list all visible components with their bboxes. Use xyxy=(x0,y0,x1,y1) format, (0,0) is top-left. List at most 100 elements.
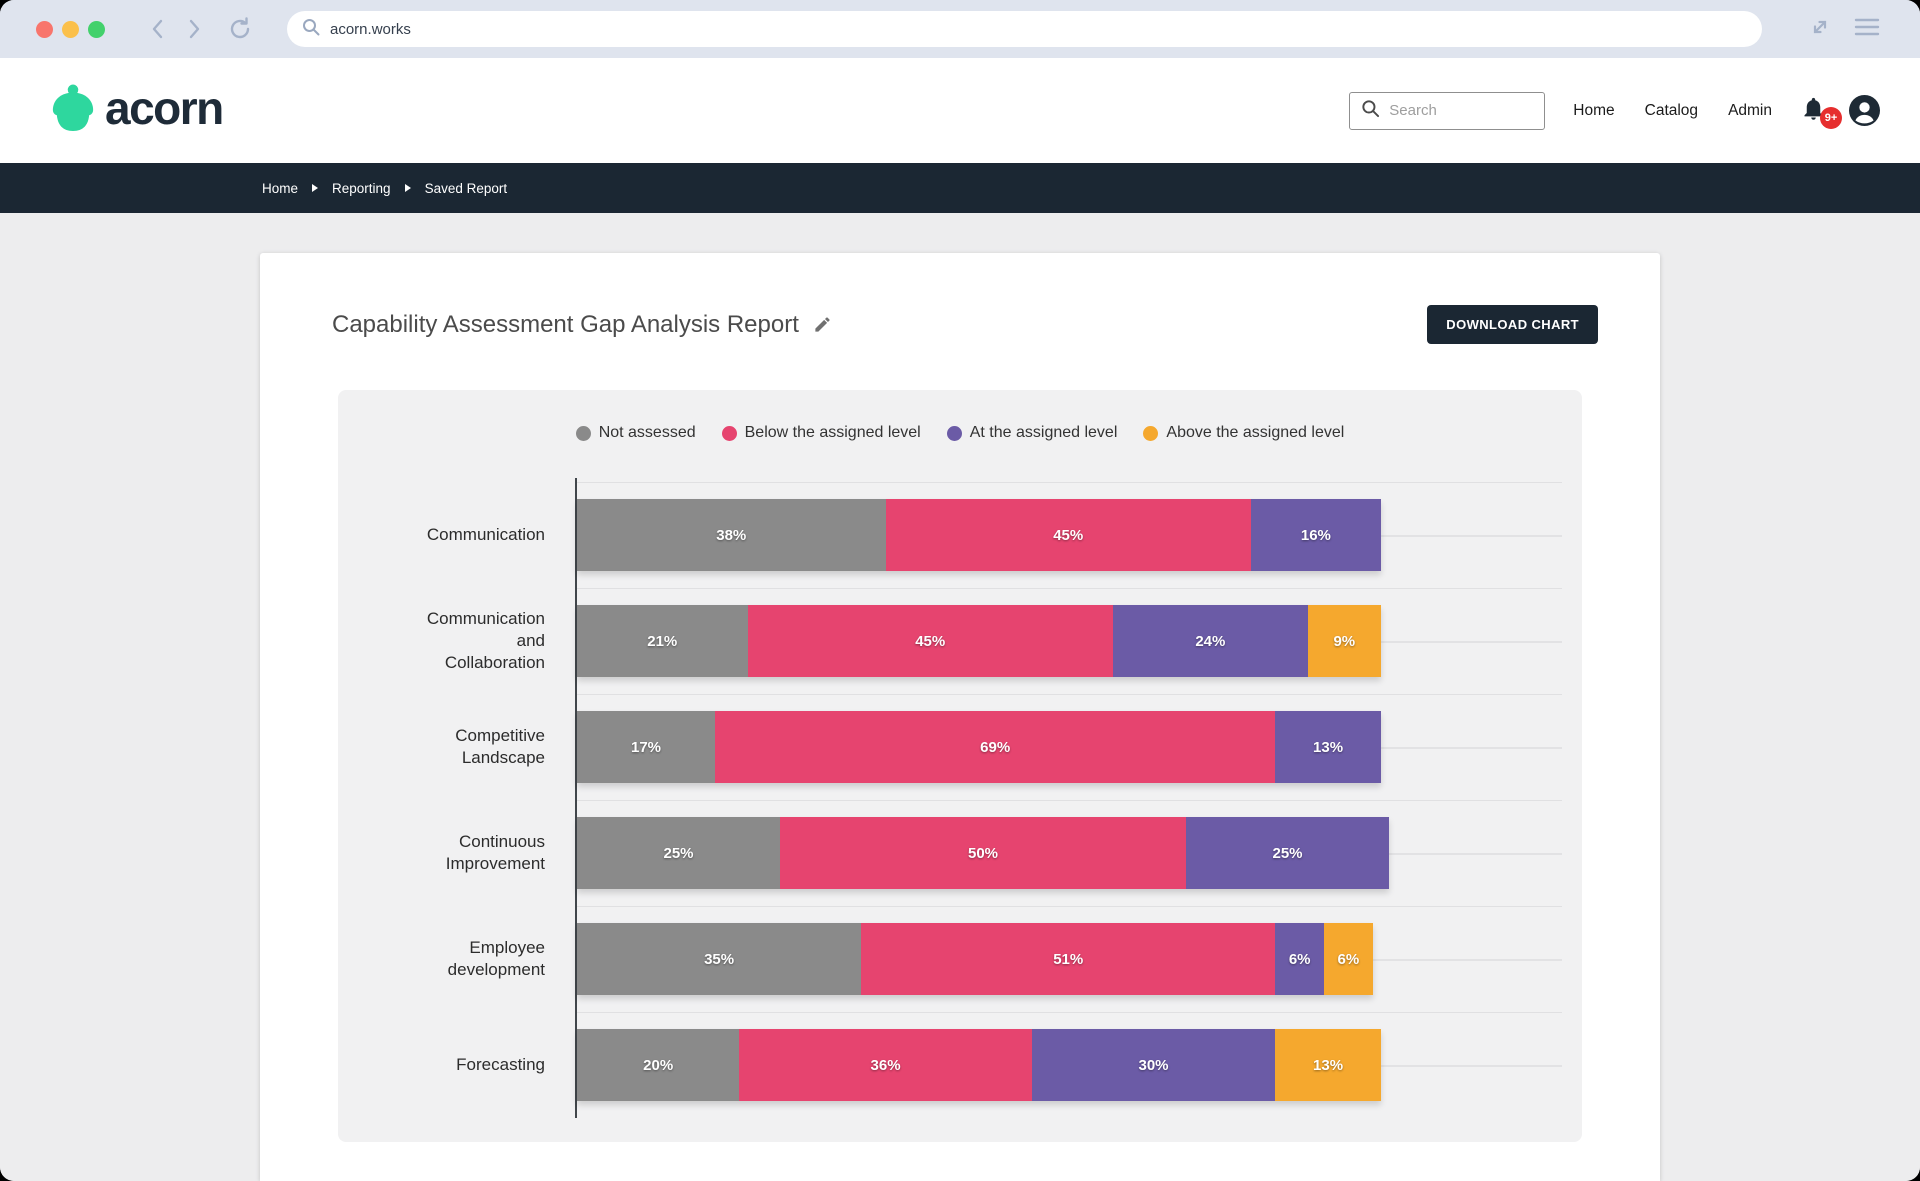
page-background: Capability Assessment Gap Analysis Repor… xyxy=(0,213,1920,1181)
category-label: Competitive Landscape xyxy=(455,726,545,767)
bar-track: 17% 69% 13% xyxy=(577,711,1381,783)
chart-row: Communication and Collaboration 21% 45% 24% 9% xyxy=(338,588,1582,694)
bar-segment[interactable]: 20% xyxy=(577,1029,740,1101)
bar-value-label: 16% xyxy=(1300,526,1331,544)
refresh-button[interactable] xyxy=(227,16,253,42)
user-avatar[interactable] xyxy=(1849,95,1880,126)
bar-segment[interactable]: 36% xyxy=(739,1029,1032,1101)
bar-segment[interactable]: 35% xyxy=(577,923,862,995)
acorn-logo[interactable]: acorn xyxy=(50,83,224,138)
bar-segment[interactable]: 24% xyxy=(1112,605,1308,677)
breadcrumb: Home Reporting Saved Report xyxy=(0,163,1920,213)
bar-segment[interactable]: 6% xyxy=(1275,923,1325,995)
bar-segment[interactable]: 51% xyxy=(861,923,1276,995)
category-label: Continuous Improvement xyxy=(445,832,545,873)
bar-segment[interactable]: 38% xyxy=(577,499,886,571)
legend-dot-icon xyxy=(1143,425,1159,441)
bar-segment[interactable]: 9% xyxy=(1307,605,1381,677)
stacked-bar: 35% 51% 6% 6% xyxy=(577,923,1373,995)
notification-badge: 9+ xyxy=(1820,106,1842,129)
notifications-button[interactable]: 9+ xyxy=(1800,95,1842,129)
expand-icon[interactable] xyxy=(1808,15,1832,44)
legend-dot-icon xyxy=(575,425,591,441)
legend-item[interactable]: Below the assigned level xyxy=(721,424,921,442)
breadcrumb-separator-icon xyxy=(312,184,319,192)
nav-item-catalog[interactable]: Catalog xyxy=(1644,101,1699,119)
legend-item[interactable]: Not assessed xyxy=(575,424,696,442)
bar-value-label: 45% xyxy=(915,632,946,650)
legend-item[interactable]: Above the assigned level xyxy=(1143,424,1344,442)
bar-track: 21% 45% 24% 9% xyxy=(577,605,1381,677)
bar-value-label: 25% xyxy=(1272,844,1303,862)
chart-plot: Communication 38% 45% 16% Communication and Co… xyxy=(338,478,1582,1118)
gridline xyxy=(577,588,1562,589)
search-icon xyxy=(1361,99,1380,123)
bar-segment[interactable]: 6% xyxy=(1324,923,1373,995)
legend-label: Below the assigned level xyxy=(744,424,921,441)
address-bar[interactable]: acorn.works xyxy=(287,11,1762,47)
forward-button[interactable] xyxy=(183,17,205,41)
chart-row: Employee development 35% 51% 6% 6% xyxy=(338,906,1582,1012)
menu-icon[interactable] xyxy=(1854,17,1880,42)
chart-row: Competitive Landscape 17% 69% 13% xyxy=(338,694,1582,800)
bar-segment[interactable]: 30% xyxy=(1031,1029,1276,1101)
bar-value-label: 51% xyxy=(1053,950,1084,968)
bar-segment[interactable]: 13% xyxy=(1275,711,1381,783)
url-text: acorn.works xyxy=(330,20,411,38)
bar-value-label: 35% xyxy=(704,950,735,968)
back-button[interactable] xyxy=(147,17,169,41)
bar-segment[interactable]: 13% xyxy=(1275,1029,1381,1101)
bar-value-label: 30% xyxy=(1138,1056,1169,1074)
bar-value-label: 6% xyxy=(1337,950,1360,968)
bar-value-label: 6% xyxy=(1288,950,1311,968)
bar-track: 38% 45% 16% xyxy=(577,499,1381,571)
breadcrumb-home[interactable]: Home xyxy=(262,180,299,196)
report-card: Capability Assessment Gap Analysis Repor… xyxy=(260,253,1660,1181)
chart-legend: Not assessed Below the assigned level At t… xyxy=(338,424,1582,442)
nav-item-admin[interactable]: Admin xyxy=(1728,101,1772,119)
category-label: Forecasting xyxy=(456,1055,545,1074)
stacked-bar: 25% 50% 25% xyxy=(577,817,1389,889)
window-controls xyxy=(36,20,105,38)
bar-value-label: 13% xyxy=(1313,738,1344,756)
download-chart-button[interactable]: DOWNLOAD CHART xyxy=(1427,305,1598,344)
nav-item-home[interactable]: Home xyxy=(1573,101,1615,119)
bar-segment[interactable]: 45% xyxy=(885,499,1251,571)
search-input[interactable] xyxy=(1389,102,1534,119)
bar-value-label: 9% xyxy=(1333,632,1356,650)
bar-track: 20% 36% 30% 13% xyxy=(577,1029,1381,1101)
bar-segment[interactable]: 25% xyxy=(1186,817,1389,889)
page-title: Capability Assessment Gap Analysis Repor… xyxy=(332,310,799,338)
chart-row: Communication 38% 45% 16% xyxy=(338,482,1582,588)
bar-segment[interactable]: 25% xyxy=(577,817,780,889)
zoom-window-button[interactable] xyxy=(88,20,105,38)
bar-value-label: 38% xyxy=(716,526,747,544)
breadcrumb-saved-report[interactable]: Saved Report xyxy=(424,180,508,196)
gridline xyxy=(577,1012,1562,1013)
bar-segment[interactable]: 45% xyxy=(747,605,1113,677)
header-search-box[interactable] xyxy=(1349,91,1546,130)
bar-segment[interactable]: 16% xyxy=(1250,499,1381,571)
bar-value-label: 24% xyxy=(1195,632,1226,650)
chart-row: Forecasting 20% 36% 30% 13% xyxy=(338,1012,1582,1118)
browser-chrome: acorn.works xyxy=(0,0,1920,58)
bar-value-label: 50% xyxy=(967,844,999,862)
minimize-window-button[interactable] xyxy=(62,20,79,38)
bar-value-label: 69% xyxy=(980,738,1011,756)
edit-title-icon[interactable] xyxy=(813,315,832,334)
search-icon xyxy=(302,18,320,41)
close-window-button[interactable] xyxy=(36,20,53,38)
bar-value-label: 45% xyxy=(1053,526,1084,544)
bar-segment[interactable]: 69% xyxy=(715,711,1276,783)
gridline xyxy=(577,906,1562,907)
bar-segment[interactable]: 50% xyxy=(780,817,1186,889)
bar-segment[interactable]: 21% xyxy=(577,605,748,677)
legend-dot-icon xyxy=(721,425,737,441)
legend-label: At the assigned level xyxy=(969,424,1118,441)
bar-value-label: 17% xyxy=(631,738,662,756)
stacked-bar: 20% 36% 30% 13% xyxy=(577,1029,1381,1101)
bar-segment[interactable]: 17% xyxy=(577,711,716,783)
breadcrumb-reporting[interactable]: Reporting xyxy=(332,180,391,196)
legend-item[interactable]: At the assigned level xyxy=(946,424,1118,442)
